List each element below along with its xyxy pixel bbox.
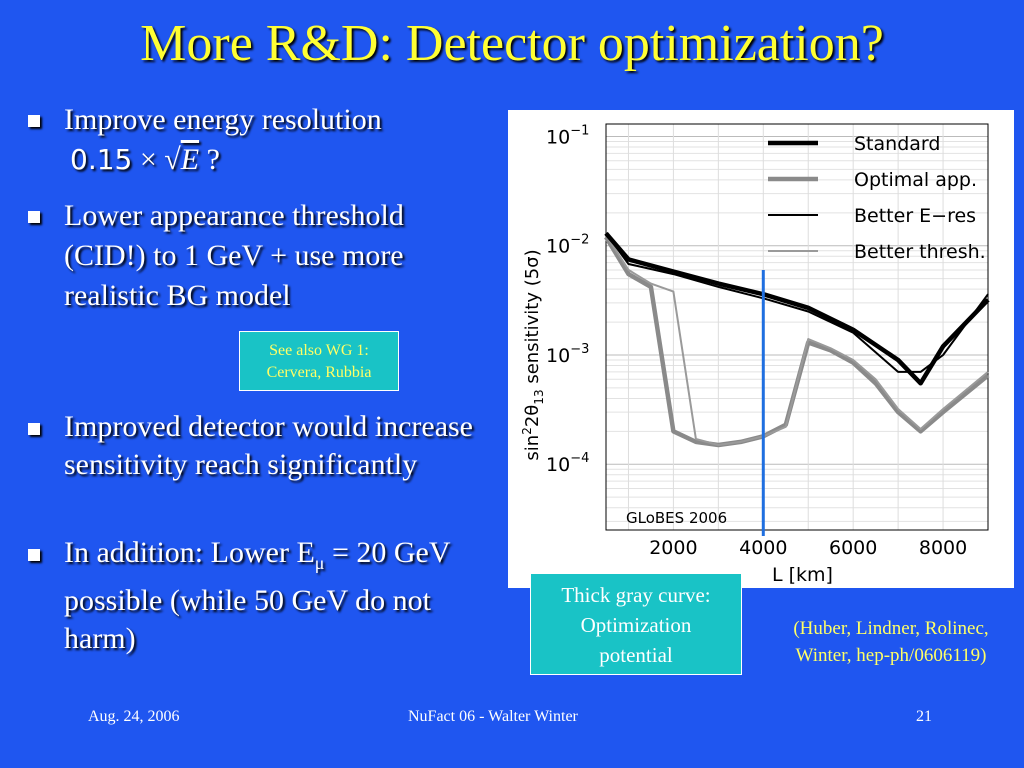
series-line-3 <box>605 234 989 446</box>
ylabel-post: sensitivity (5σ) <box>522 249 543 389</box>
bullet-threshold: Lower appearance threshold (CID!) to 1 G… <box>28 196 498 316</box>
chart-svg: 10−1 10−2 10−3 10−4 2000 4000 6000 8000 Standa… <box>508 110 1014 588</box>
callout-thick-gray: Thick gray curve: Optimization potential <box>530 573 742 675</box>
ylabel-sup: 2 <box>520 427 534 435</box>
x-tick-labels: 2000 4000 6000 8000 <box>649 537 967 559</box>
callout-line: Cervera, Rubbia <box>266 364 372 381</box>
chart-background <box>508 110 1014 588</box>
formula-variable: E <box>180 143 200 176</box>
x-tick-label: 4000 <box>739 537 787 559</box>
ylabel-sub: 13 <box>532 389 546 404</box>
ylabel-pre: sin <box>522 435 543 461</box>
series-layer <box>604 231 990 448</box>
bullet-text: In addition: Lower Eμ = 20 GeV possible … <box>64 534 498 658</box>
callout-see-also: See also WG 1: Cervera, Rubbia <box>239 331 399 391</box>
bullet-text: Improved detector would increase sensiti… <box>64 410 473 481</box>
sensitivity-chart: 10−1 10−2 10−3 10−4 2000 4000 6000 8000 Standa… <box>508 110 1014 588</box>
slide-title: More R&D: Detector optimization? <box>140 15 884 72</box>
bullet-marker <box>28 211 40 223</box>
bullet-muon-energy: In addition: Lower Eμ = 20 GeV possible … <box>28 534 498 658</box>
formula-times: × <box>139 143 157 176</box>
formula-coefficient: 0.15 <box>70 143 133 176</box>
x-tick-label: 8000 <box>919 537 967 559</box>
ylabel-mid: 2θ <box>522 405 543 427</box>
bullet-marker <box>28 423 40 435</box>
legend-label: Optimal app. <box>854 169 977 191</box>
x-tick-label: 6000 <box>829 537 877 559</box>
bullet-marker <box>28 115 40 127</box>
series-line-0 <box>604 231 990 386</box>
y-tick-label: 10−4 <box>546 451 589 476</box>
bullet-text: Improve energy resolution <box>64 103 382 136</box>
legend-label: Better thresh. <box>854 241 986 263</box>
callout-line: Thick gray curve: <box>561 583 711 607</box>
y-axis-label: sin22θ13 sensitivity (5σ) <box>520 249 546 460</box>
footer-page-number: 21 <box>916 708 932 725</box>
citation-line: (Huber, Lindner, Rolinec, <box>793 618 989 639</box>
bullet-text-before: In addition: Lower E <box>64 536 315 569</box>
legend-label: Better E−res <box>854 205 976 227</box>
y-tick-label: 10−2 <box>546 233 589 258</box>
x-axis-label: L [km] <box>772 564 833 586</box>
callout-line: Optimization <box>580 613 692 637</box>
chart-legend: Standard Optimal app. Better E−res Better t… <box>768 133 986 263</box>
resolution-formula: 0.15 × √E ? <box>70 143 220 177</box>
globes-annotation: GLoBES 2006 <box>626 509 727 527</box>
footer-center: NuFact 06 - Walter Winter <box>408 708 578 725</box>
callout-line: See also WG 1: <box>269 342 369 359</box>
series-line-2 <box>605 232 989 373</box>
bullet-subscript: μ <box>314 553 325 573</box>
y-tick-label: 10−1 <box>546 123 589 148</box>
bullet-energy-resolution: Improve energy resolution <box>28 100 498 140</box>
bullet-marker <box>28 549 40 561</box>
formula-sqrt: √ <box>164 143 181 176</box>
bullet-improved-detector: Improved detector would increase sensiti… <box>28 408 498 484</box>
bullet-text-after: = 20 GeV possible (while 50 GeV do not h… <box>64 536 450 655</box>
legend-label: Standard <box>854 133 940 155</box>
plot-frame <box>605 123 989 531</box>
citation: (Huber, Lindner, Rolinec, Winter, hep-ph… <box>760 615 1022 669</box>
x-tick-label: 2000 <box>649 537 697 559</box>
callout-line: potential <box>599 643 673 667</box>
y-tick-labels: 10−1 10−2 10−3 10−4 <box>546 123 589 476</box>
citation-line: Winter, hep-ph/0606119) <box>795 645 987 666</box>
bullet-text: Lower appearance threshold (CID!) to 1 G… <box>64 199 404 312</box>
formula-question: ? <box>199 143 220 176</box>
y-tick-label: 10−3 <box>546 342 589 367</box>
footer-date: Aug. 24, 2006 <box>88 708 180 725</box>
